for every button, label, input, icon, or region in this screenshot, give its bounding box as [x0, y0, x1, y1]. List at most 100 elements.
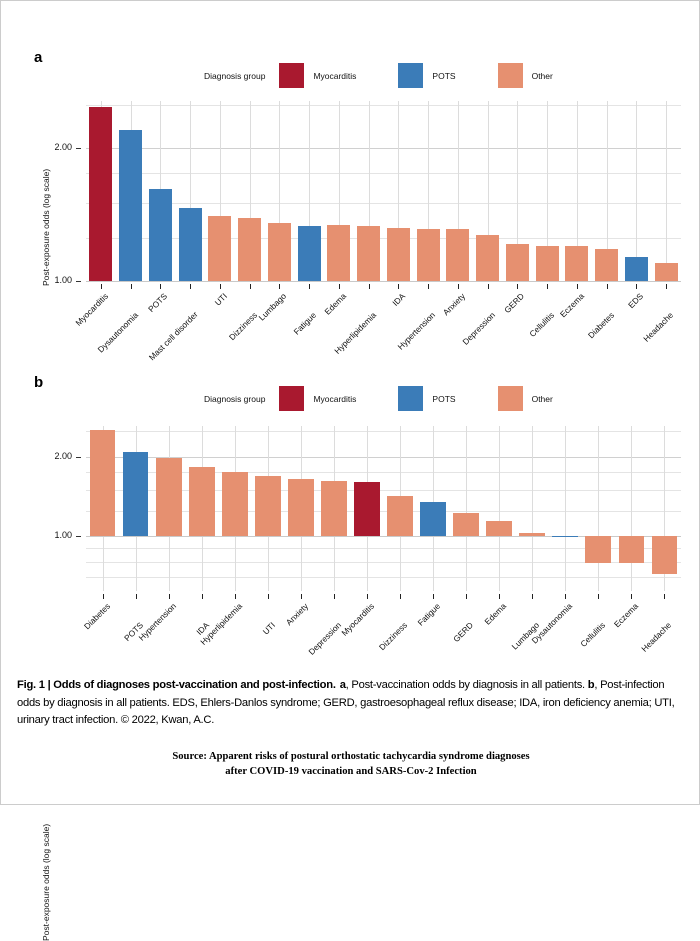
x-axis-tick-mark: [100, 284, 102, 289]
x-axis-label: Diabetes: [585, 310, 616, 341]
gridline-horizontal: [86, 104, 681, 106]
bar-pots[interactable]: [122, 451, 149, 537]
x-axis-tick-mark: [433, 594, 435, 599]
gridline-vertical: [368, 101, 370, 281]
bar-myocarditis[interactable]: [89, 107, 113, 281]
x-axis-tick-mark: [606, 284, 608, 289]
legend-entry-myocarditis-b: Myocarditis: [279, 386, 356, 411]
bar-dizziness[interactable]: [238, 217, 262, 281]
bar-depression[interactable]: [321, 481, 347, 537]
panel-a-letter: a: [34, 49, 43, 66]
source-line-1: Source: Apparent risks of postural ortho…: [172, 751, 530, 762]
bar-dizziness[interactable]: [387, 496, 413, 537]
gridline-horizontal: [86, 561, 681, 563]
bar-hypertension[interactable]: [416, 229, 440, 281]
bar-uti[interactable]: [254, 475, 281, 537]
legend-swatch-other-b: [497, 386, 523, 411]
x-axis-label: Dysautonomia: [95, 310, 140, 355]
bar-mast-cell-disorder[interactable]: [178, 208, 202, 281]
x-axis-tick-mark: [487, 284, 489, 289]
bar-headache[interactable]: [651, 536, 678, 574]
bar-uti[interactable]: [208, 216, 232, 281]
gridline-vertical: [309, 101, 311, 281]
caption-b-text: , Post-infection odds by diagnosis in al…: [17, 679, 675, 726]
bar-anxiety[interactable]: [287, 478, 314, 537]
legend-swatch-other: [497, 63, 523, 88]
bar-hypertension[interactable]: [155, 458, 182, 537]
gridline-horizontal: [86, 577, 681, 579]
gridline-vertical: [457, 101, 459, 281]
gridline-vertical: [190, 101, 192, 281]
bar-eds[interactable]: [624, 257, 648, 281]
bar-hyperlipidemia[interactable]: [221, 472, 248, 537]
x-axis-label: Hyperlipidemia: [331, 310, 378, 356]
legend-panel-b: Diagnosis group Myocarditis POTS Other: [204, 386, 553, 411]
x-axis-tick-mark: [219, 284, 221, 289]
bar-eczema[interactable]: [618, 536, 645, 564]
bar-dysautonomia[interactable]: [552, 536, 579, 538]
gridline-vertical: [636, 101, 638, 281]
bar-hyperlipidemia[interactable]: [357, 226, 381, 281]
x-axis-label: Cellulitis: [527, 310, 557, 339]
bar-gerd[interactable]: [453, 512, 480, 537]
gridline-vertical: [279, 101, 281, 281]
x-axis-tick-mark: [532, 594, 534, 599]
bar-ida[interactable]: [386, 227, 410, 281]
bar-depression[interactable]: [476, 235, 500, 281]
bar-diabetes[interactable]: [595, 249, 619, 281]
gridline-horizontal: [86, 173, 681, 175]
x-axis-tick-mark: [565, 594, 567, 599]
x-axis-label: Dizziness: [226, 310, 259, 343]
bar-lumbago[interactable]: [519, 532, 546, 537]
bar-pots[interactable]: [148, 189, 172, 281]
gridline-horizontal: [86, 238, 681, 240]
x-axis-tick-mark: [135, 594, 137, 599]
legend-label-other: Other: [531, 70, 553, 81]
x-axis-tick-mark: [160, 284, 162, 289]
source-line-2: after COVID-19 vaccination and SARS-Cov-…: [225, 766, 477, 777]
gridline-horizontal: [86, 548, 681, 550]
gridline-vertical: [487, 101, 489, 281]
x-axis-tick-mark: [576, 284, 578, 289]
x-axis-tick-mark: [102, 594, 104, 599]
x-axis-tick-mark: [300, 594, 302, 599]
bar-cellulitis[interactable]: [585, 536, 612, 564]
caption-a-text: , Post-vaccination odds by diagnosis in …: [345, 679, 588, 691]
caption-a-marker: a: [339, 679, 346, 691]
bar-cellulitis[interactable]: [535, 245, 559, 281]
figure-caption: Fig. 1 | Odds of diagnoses post-vaccinat…: [17, 677, 689, 730]
baseline-odds-1: [86, 536, 681, 538]
x-axis-tick-mark: [249, 284, 251, 289]
x-axis-tick-mark: [338, 284, 340, 289]
gridline-vertical: [664, 426, 666, 591]
bar-dysautonomia[interactable]: [119, 130, 143, 281]
baseline-odds-1: [86, 281, 681, 282]
bar-fatigue[interactable]: [420, 501, 446, 537]
plot-area-a: [86, 101, 681, 281]
bar-anxiety[interactable]: [446, 229, 470, 281]
y-axis-label-b: Post-exposure odds (log scale): [41, 823, 51, 941]
bar-edema[interactable]: [327, 224, 351, 281]
bar-gerd[interactable]: [505, 244, 529, 281]
bar-fatigue[interactable]: [297, 226, 321, 281]
gridline-vertical: [598, 426, 600, 591]
x-axis-tick-mark: [168, 594, 170, 599]
bar-ida[interactable]: [188, 467, 215, 537]
x-axis-tick-mark: [190, 284, 192, 289]
x-axis-tick-mark: [201, 594, 203, 599]
gridline-vertical: [631, 426, 633, 591]
gridline-vertical: [499, 426, 501, 591]
x-axis-label: Fatigue: [291, 310, 319, 337]
bar-edema[interactable]: [486, 521, 513, 537]
bar-lumbago[interactable]: [267, 223, 291, 281]
bar-diabetes[interactable]: [89, 430, 116, 537]
x-axis-tick-mark: [400, 594, 402, 599]
gridline-horizontal: [86, 147, 681, 149]
bar-headache[interactable]: [654, 262, 678, 281]
panel-a: a Diagnosis group Myocarditis POTS Other…: [1, 1, 700, 366]
bar-myocarditis[interactable]: [354, 482, 380, 537]
y-axis-tick-label: 1.00: [54, 275, 72, 285]
gridline-horizontal: [86, 456, 681, 458]
bar-eczema[interactable]: [565, 245, 589, 281]
